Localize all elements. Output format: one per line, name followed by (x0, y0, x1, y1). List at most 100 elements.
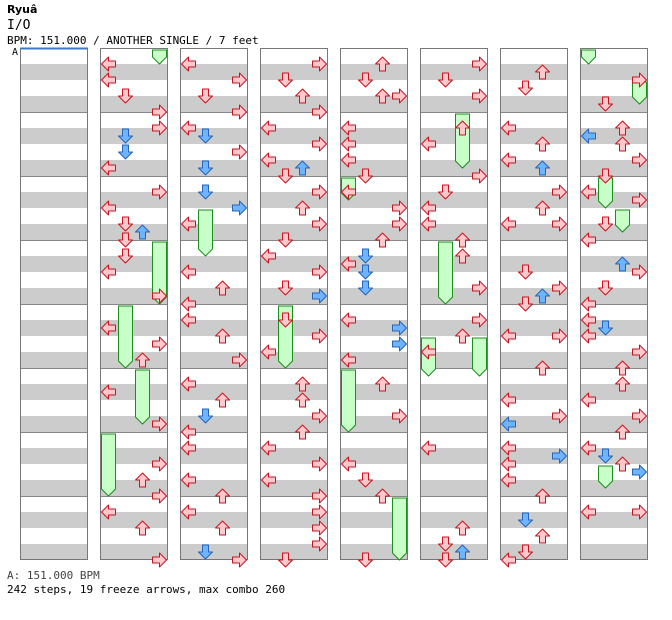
right-arrow-icon (152, 416, 167, 432)
down-arrow-icon (118, 216, 133, 232)
beat-stripe (340, 192, 408, 208)
beat-stripe (20, 416, 88, 432)
down-arrow-icon (118, 248, 133, 264)
up-arrow-icon (135, 520, 150, 536)
down-arrow-icon (198, 160, 213, 176)
beat-stripe (420, 448, 488, 464)
beat-stripe (260, 512, 328, 528)
beat-stripe (500, 512, 568, 528)
up-arrow-icon (215, 488, 230, 504)
up-arrow-icon (535, 136, 550, 152)
beat-stripe (500, 384, 568, 400)
beat-stripe (340, 160, 408, 176)
up-arrow-icon (295, 424, 310, 440)
beat-stripe (340, 384, 408, 400)
left-arrow-icon (501, 392, 516, 408)
beat-stripe (420, 544, 488, 560)
left-arrow-icon (101, 72, 116, 88)
left-arrow-icon (101, 264, 116, 280)
left-arrow-icon (101, 320, 116, 336)
down-arrow-icon (358, 472, 373, 488)
down-arrow-icon (358, 280, 373, 296)
right-arrow-icon (552, 328, 567, 344)
right-arrow-icon (312, 264, 327, 280)
chart-column (260, 48, 328, 560)
left-arrow-icon (261, 248, 276, 264)
right-arrow-icon (632, 72, 647, 88)
artist-name: Ryuâ (7, 3, 38, 16)
right-arrow-icon (232, 352, 247, 368)
right-arrow-icon (392, 320, 407, 336)
left-arrow-icon (261, 152, 276, 168)
freeze-arrow (152, 241, 167, 305)
left-arrow-icon (341, 312, 356, 328)
right-arrow-icon (632, 408, 647, 424)
beat-stripe (180, 384, 248, 400)
beat-stripe (340, 480, 408, 496)
beat-stripe (20, 544, 88, 560)
beat-stripe (420, 288, 488, 304)
right-arrow-icon (632, 504, 647, 520)
freeze-arrow (135, 369, 150, 425)
beat-stripe (340, 544, 408, 560)
beat-stripe (100, 352, 168, 368)
beat-stripe (580, 544, 648, 560)
right-arrow-icon (312, 520, 327, 536)
left-arrow-icon (421, 216, 436, 232)
down-arrow-icon (278, 72, 293, 88)
up-arrow-icon (295, 200, 310, 216)
left-arrow-icon (101, 160, 116, 176)
up-arrow-icon (135, 224, 150, 240)
beat-stripe (580, 192, 648, 208)
beat-stripe (500, 320, 568, 336)
up-arrow-icon (295, 160, 310, 176)
up-arrow-icon (375, 232, 390, 248)
beat-stripe (20, 352, 88, 368)
right-arrow-icon (552, 216, 567, 232)
beat-stripe (580, 416, 648, 432)
beat-stripe (580, 128, 648, 144)
right-arrow-icon (312, 184, 327, 200)
freeze-arrow (438, 241, 453, 305)
left-arrow-icon (501, 328, 516, 344)
beat-stripe (500, 288, 568, 304)
up-arrow-icon (215, 328, 230, 344)
left-arrow-icon (581, 504, 596, 520)
beat-stripe (500, 64, 568, 80)
chart-column (500, 48, 568, 560)
right-arrow-icon (232, 104, 247, 120)
up-arrow-icon (295, 88, 310, 104)
up-arrow-icon (455, 544, 470, 560)
up-arrow-icon (455, 328, 470, 344)
left-arrow-icon (581, 440, 596, 456)
down-arrow-icon (118, 128, 133, 144)
left-arrow-icon (181, 312, 196, 328)
up-arrow-icon (535, 200, 550, 216)
up-arrow-icon (615, 256, 630, 272)
right-arrow-icon (312, 56, 327, 72)
left-arrow-icon (261, 472, 276, 488)
right-arrow-icon (472, 312, 487, 328)
beat-stripe (100, 512, 168, 528)
down-arrow-icon (358, 72, 373, 88)
left-arrow-icon (501, 152, 516, 168)
bpm-marker-label: A (12, 47, 19, 58)
beat-stripe (420, 352, 488, 368)
beat-stripe (420, 128, 488, 144)
left-arrow-icon (501, 552, 516, 568)
freeze-arrow (392, 497, 407, 561)
down-arrow-icon (598, 96, 613, 112)
down-arrow-icon (118, 232, 133, 248)
right-arrow-icon (312, 504, 327, 520)
beat-stripe (20, 384, 88, 400)
down-arrow-icon (438, 536, 453, 552)
right-arrow-icon (392, 88, 407, 104)
column-border (180, 48, 248, 560)
beat-stripe (260, 128, 328, 144)
beat-stripe (580, 256, 648, 272)
left-arrow-icon (101, 384, 116, 400)
freeze-arrow (472, 337, 487, 377)
beat-stripe (180, 96, 248, 112)
beat-stripe (260, 544, 328, 560)
left-arrow-icon (181, 56, 196, 72)
